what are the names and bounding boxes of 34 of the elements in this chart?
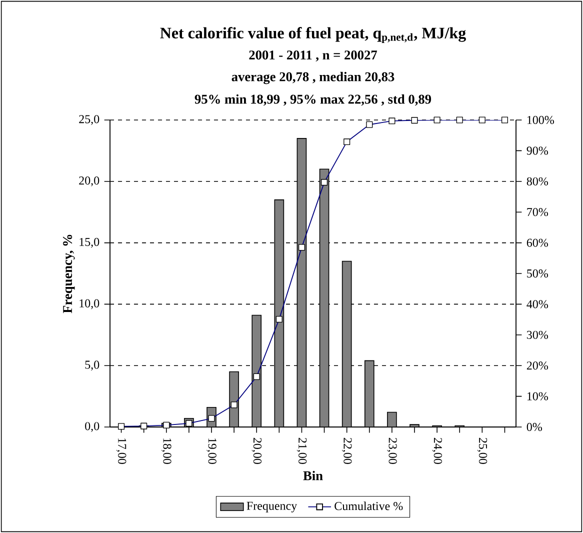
y2-tick-label: 70%	[527, 208, 548, 216]
y-axis-title: Frequency, %	[63, 234, 75, 314]
chart-subtitle: 2001 - 2011 , n = 20027	[249, 50, 378, 62]
x-tick-label: 22,00	[342, 438, 352, 464]
x-tick-label: 24,00	[432, 438, 442, 464]
legend-label: Frequency	[246, 502, 298, 512]
y-tick-label: 5,0	[85, 360, 100, 371]
x-tick-label: 23,00	[387, 438, 397, 464]
x-tick-label: 25,00	[477, 438, 488, 464]
y2-tick-label: 40%	[526, 300, 548, 308]
x-tick-label: 17,00	[116, 438, 126, 464]
y2-tick-label: 80%	[526, 177, 548, 186]
text: average 20,78 , median 20,83	[232, 72, 394, 84]
legend-label: Cumulative %	[334, 502, 403, 510]
text: 95% min 18,99 , 95% max 22,56 , std 0,89	[194, 94, 432, 106]
y2-tick-label: 30%	[526, 330, 548, 339]
x-tick-label: 19,00	[206, 438, 216, 464]
x-tick-label: 21,00	[296, 438, 307, 464]
chart-title: Net calorific value of fuel peat, q$_{p,net,d}$, MJ/kg	[160, 27, 466, 43]
y2-tick-label: 50%	[527, 269, 548, 278]
y2-tick-label: 60%	[526, 238, 548, 247]
y-tick-label: 0,0	[85, 422, 100, 432]
y-tick-label: 25,0	[79, 115, 100, 125]
y2-tick-label: 20%	[526, 362, 548, 370]
y-tick-label: 10,0	[80, 299, 100, 310]
x-tick-label: 18,00	[161, 438, 172, 464]
y2-tick-label: 100%	[527, 116, 554, 124]
x-tick-label: 20,00	[252, 438, 262, 464]
y-tick-label: 20,0	[79, 176, 100, 186]
y2-tick-label: 10%	[527, 392, 548, 400]
y-tick-label: 15,0	[80, 238, 100, 248]
y2-tick-label: 0%	[526, 422, 542, 432]
x-axis-title: Bin	[303, 470, 323, 480]
y2-tick-label: 90%	[526, 146, 548, 155]
